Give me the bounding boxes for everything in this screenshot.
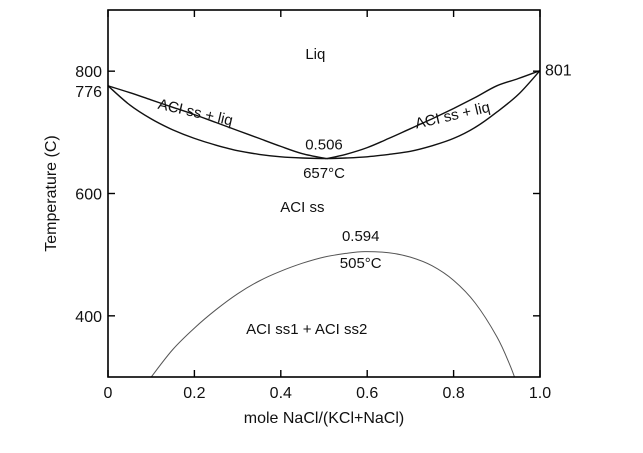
x-tick-label: 0.8 — [442, 385, 464, 402]
endpoint-labels: 776 801 — [75, 63, 572, 101]
solvus-curve — [150, 251, 516, 377]
phase-boundary-line — [108, 85, 327, 160]
region-annotation: 0.594 — [342, 228, 380, 245]
region-annotation: Liq — [305, 46, 325, 63]
region-annotation: ACI ss1 + ACI ss2 — [246, 321, 367, 338]
x-tick-label: 0.6 — [356, 385, 378, 402]
phase-boundary-line — [108, 85, 327, 160]
y-axis-title: Temperature (C) — [43, 135, 60, 251]
phase-boundary-line — [326, 70, 540, 160]
region-annotation: ACI ss — [280, 199, 324, 216]
region-annotation: 657°C — [303, 165, 345, 182]
region-annotation: 0.506 — [305, 136, 343, 153]
region-annotations: Liq ACI ss + liq ACI ss + liq 0.506 657°C ACI… — [156, 46, 491, 338]
x-tick-label: 0.2 — [183, 385, 205, 402]
y-tick-label: 800 — [75, 64, 102, 81]
phase-boundary-line — [326, 69, 540, 160]
region-annotation: 505°C — [340, 255, 382, 272]
x-tick-label: 0.4 — [270, 385, 292, 402]
endpoint-label: 776 — [75, 84, 102, 101]
y-tick-label: 400 — [75, 309, 102, 326]
phase-boundary-curves — [108, 69, 540, 377]
x-tick-label: 1.0 — [529, 385, 551, 402]
y-tick-label: 600 — [75, 187, 102, 204]
region-annotation: ACI ss + liq — [414, 99, 492, 133]
region-annotation: ACI ss + liq — [156, 96, 234, 130]
y-axis-ticks: 400 600 800 — [75, 64, 540, 326]
x-axis-title: mole NaCl/(KCl+NaCl) — [244, 410, 404, 427]
x-axis-ticks: 0 0.2 0.4 0.6 0.8 1.0 — [104, 10, 551, 402]
endpoint-label: 801 — [545, 63, 572, 80]
x-tick-label: 0 — [104, 385, 113, 402]
